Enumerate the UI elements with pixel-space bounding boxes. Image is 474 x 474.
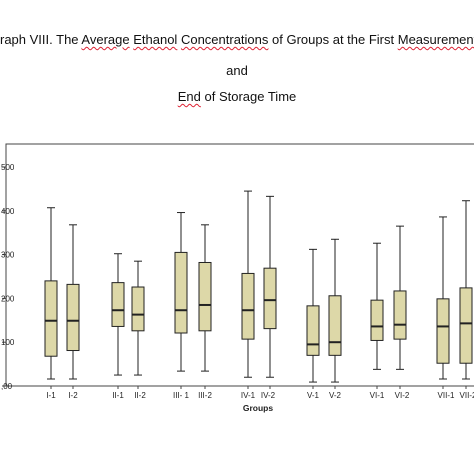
x-tick-label: VI-1 (370, 391, 385, 400)
box (393, 290, 407, 340)
title-word: End (177, 89, 201, 104)
x-tick-label: V-2 (329, 391, 342, 400)
box (174, 251, 188, 334)
box (306, 305, 320, 356)
chart-title-line-3: End of Storage Time (0, 89, 474, 104)
chart-title-line-2: and (0, 63, 474, 78)
box (111, 282, 125, 327)
title-word: of Storage Time (200, 89, 297, 104)
y-tick-label: 300 (1, 251, 15, 260)
title-word: Concentrations (180, 32, 269, 47)
box (44, 280, 58, 357)
box (66, 283, 80, 352)
title-word: of Groups at the First (268, 32, 398, 47)
y-tick-label: 400 (1, 207, 15, 216)
box (131, 286, 145, 332)
x-tick-label: IV-2 (261, 391, 276, 400)
title-word: Ethanol (133, 32, 178, 47)
y-tick-label: 100 (1, 338, 15, 347)
box (198, 261, 212, 332)
chart-title-text: End of Storage Time (178, 89, 297, 104)
chart-title-text: raph VIII. The Average Ethanol Concentra… (0, 32, 474, 47)
title-word: raph VIII. The (0, 32, 82, 47)
x-tick-label: IV-1 (241, 391, 256, 400)
x-tick-label: III- 1 (173, 391, 190, 400)
x-tick-label: II-1 (112, 391, 124, 400)
x-tick-label: VII-2 (460, 391, 474, 400)
x-tick-label: I-1 (46, 391, 56, 400)
x-tick-label: VII-1 (438, 391, 455, 400)
chart-title-and: and (226, 63, 248, 78)
box (328, 295, 342, 356)
title-word: Measurement (397, 32, 474, 47)
chart-title-line-1: raph VIII. The Average Ethanol Concentra… (0, 32, 474, 47)
y-tick-label: 200 (1, 294, 15, 303)
box (370, 299, 384, 341)
x-axis-label: Groups (243, 403, 273, 413)
x-tick-label: I-2 (68, 391, 78, 400)
x-tick-label: III-2 (198, 391, 212, 400)
x-tick-label: V-1 (307, 391, 320, 400)
y-tick-label: ,00 (1, 382, 13, 391)
x-tick-label: VI-2 (395, 391, 410, 400)
box (263, 267, 277, 330)
plot-frame (5, 143, 474, 387)
box (241, 272, 255, 340)
title-word: Average (81, 32, 130, 47)
y-tick-label: 500 (1, 163, 15, 172)
x-tick-label: II-2 (134, 391, 146, 400)
box (436, 298, 450, 364)
box (459, 287, 473, 364)
